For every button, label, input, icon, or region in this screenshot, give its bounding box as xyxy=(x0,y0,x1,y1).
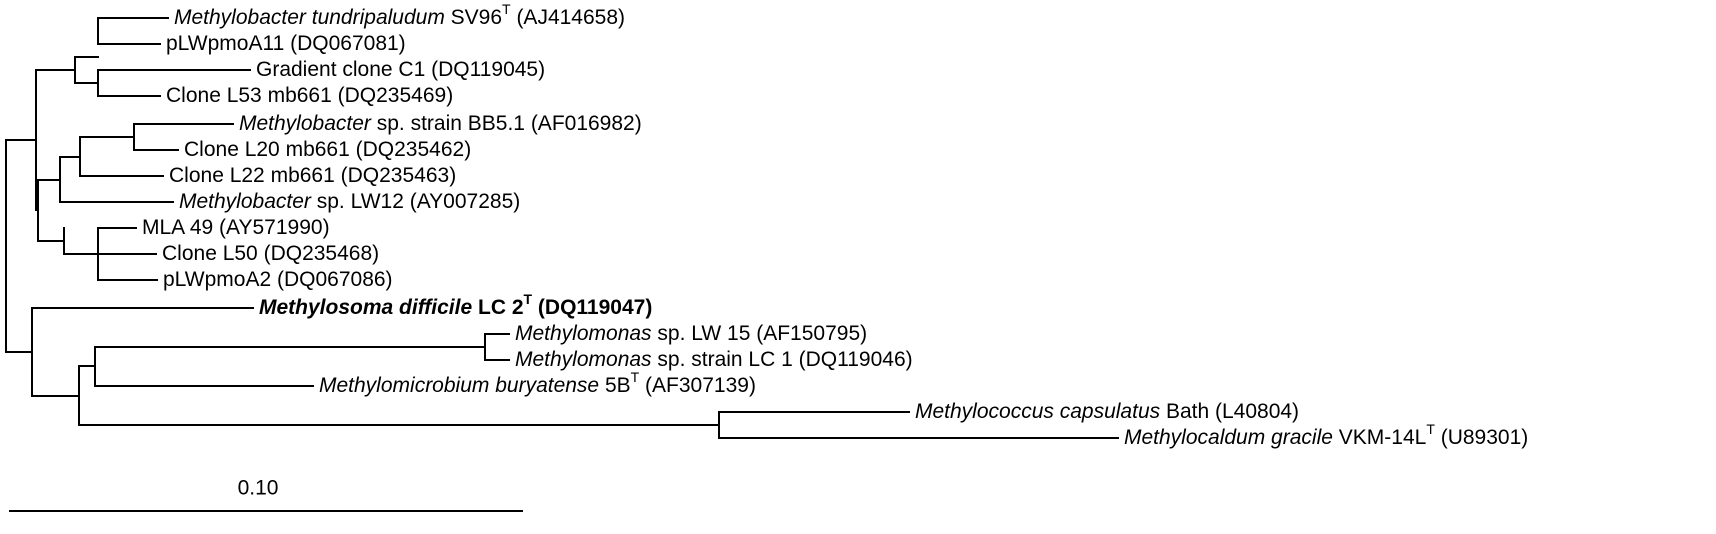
leaf-label-t3: Gradient clone C1 (DQ119045) xyxy=(256,58,545,81)
leaf-label-t9: MLA 49 (AY571990) xyxy=(142,216,330,239)
scale-bar-label: 0.10 xyxy=(238,477,279,500)
leaf-label-t7: Clone L22 mb661 (DQ235463) xyxy=(169,164,456,187)
leaf-label-t1: Methylobacter tundripaludum SV96T (AJ414… xyxy=(174,1,625,29)
leaf-label-t10: Clone L50 (DQ235468) xyxy=(162,242,379,265)
leaf-label-t8: Methylobacter sp. LW12 (AY007285) xyxy=(179,190,520,213)
leaf-label-t4: Clone L53 mb661 (DQ235469) xyxy=(166,84,453,107)
leaf-label-t2: pLWpmoA11 (DQ067081) xyxy=(166,32,406,55)
leaf-label-t16: Methylococcus capsulatus Bath (L40804) xyxy=(915,400,1299,423)
leaf-label-t11: pLWpmoA2 (DQ067086) xyxy=(163,268,393,291)
leaf-label-t12: Methylosoma difficile LC 2T (DQ119047) xyxy=(259,291,652,319)
leaf-label-t17: Methylocaldum gracile VKM-14LT (U89301) xyxy=(1124,421,1528,449)
leaf-label-t6: Clone L20 mb661 (DQ235462) xyxy=(184,138,471,161)
leaf-label-t13: Methylomonas sp. LW 15 (AF150795) xyxy=(515,322,867,345)
leaf-label-t15: Methylomicrobium buryatense 5BT (AF30713… xyxy=(319,369,756,397)
leaf-label-t5: Methylobacter sp. strain BB5.1 (AF016982… xyxy=(239,112,642,135)
leaf-label-t14: Methylomonas sp. strain LC 1 (DQ119046) xyxy=(515,348,913,371)
